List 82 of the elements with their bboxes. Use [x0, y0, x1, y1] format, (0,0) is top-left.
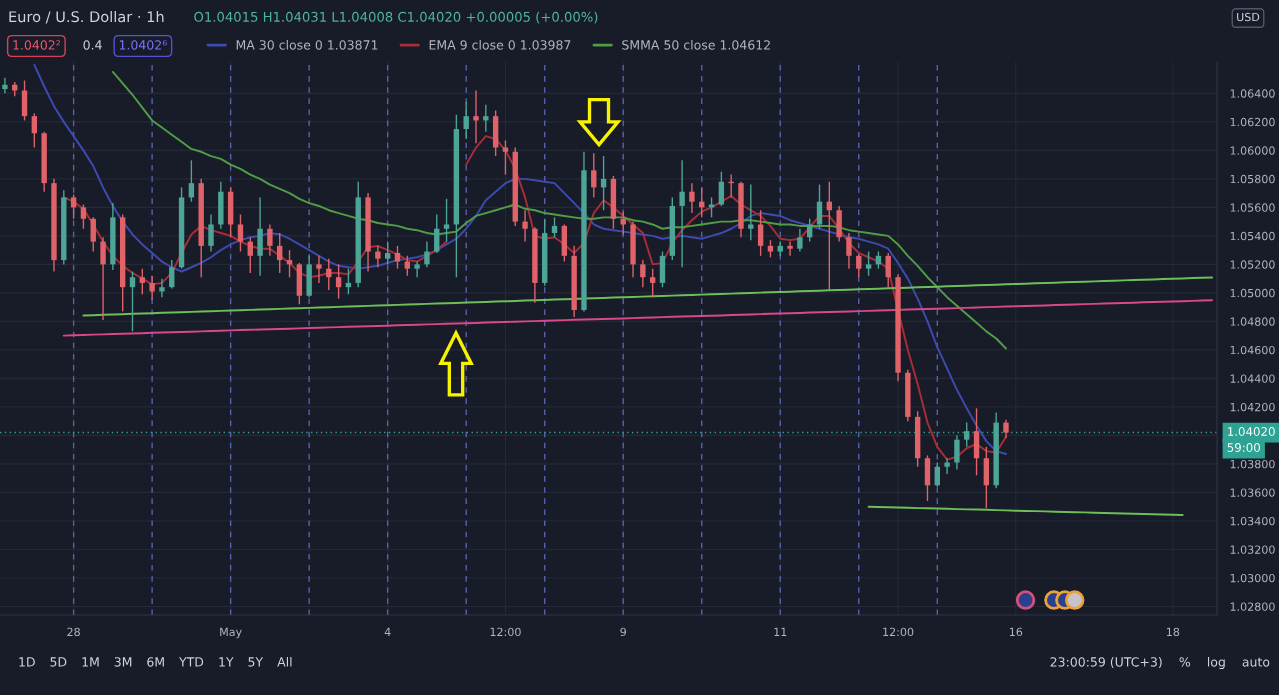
x-tick-label: 11: [774, 627, 787, 636]
x-tick-label: 18: [1166, 627, 1180, 637]
y-tick-label: 1.05200: [1230, 260, 1275, 269]
candlestick: [31, 112, 38, 149]
candlestick: [689, 182, 695, 214]
candlestick: [2, 76, 8, 95]
chart-title: Euro / U.S. Dollar · 1h: [9, 10, 164, 24]
y-tick-label: 1.06200: [1230, 117, 1275, 127]
candlestick: [954, 434, 960, 471]
x-tick-label: 16: [1009, 627, 1023, 637]
candlestick: [483, 104, 489, 133]
x-tick-label: 28: [67, 627, 80, 637]
y-tick-label: 1.05400: [1230, 231, 1275, 241]
text: 3M: [114, 657, 132, 667]
candlestick: [944, 457, 950, 475]
line-series: [62, 299, 1214, 337]
text: 1.0402²: [13, 40, 60, 50]
candlestick: [846, 232, 852, 270]
candlestick: [522, 209, 528, 243]
text: 5D: [50, 657, 67, 667]
candlestick: [591, 152, 597, 199]
y-tick-label: 1.03800: [1230, 459, 1275, 469]
x-tick-label: 9: [620, 627, 626, 637]
candlestick: [188, 159, 195, 203]
y-tick-label: 1.03200: [1230, 545, 1275, 554]
candlestick: [748, 183, 754, 241]
candlestick: [1003, 419, 1009, 439]
y-tick-label: 1.04200: [1230, 402, 1275, 412]
y-tick-label: 1.03400: [1230, 516, 1275, 526]
candlestick: [964, 421, 970, 448]
text: YTD: [178, 657, 204, 667]
legend-label: SMMA 50 close 1.04612: [622, 39, 770, 50]
text: log: [1208, 656, 1225, 670]
text: %: [1179, 657, 1191, 667]
y-tick-label: 1.04800: [1230, 317, 1275, 326]
y-tick-label: 1.05600: [1230, 203, 1275, 212]
candlestick: [885, 252, 891, 288]
text: 1.0402⁶: [119, 40, 167, 50]
text: 6M: [147, 657, 164, 667]
text: All: [277, 656, 292, 667]
text: 1D: [19, 657, 35, 667]
y-tick-label: 1.03000: [1230, 573, 1275, 583]
candlestick: [718, 171, 725, 207]
candlestick: [551, 216, 558, 239]
candlestick: [640, 259, 646, 288]
text: 0.4: [83, 40, 102, 50]
text: auto: [1242, 657, 1270, 667]
ref-line-label: 1.04020: [1228, 427, 1275, 436]
text: O1.04015 H1.04031 L1.04008 C1.04020 +0.00005 (+0.00%): [194, 11, 598, 24]
y-tick-label: 1.04400: [1230, 374, 1275, 383]
y-tick-label: 1.06000: [1230, 146, 1275, 155]
y-tick-label: 1.03600: [1230, 488, 1275, 497]
candlestick: [679, 159, 685, 268]
y-tick-label: 1.05000: [1230, 288, 1275, 298]
candlestick: [473, 89, 479, 144]
candlestick: [797, 228, 803, 253]
text: USD: [1237, 12, 1260, 22]
text: 5Y: [248, 657, 264, 667]
candlestick: [787, 240, 793, 257]
line-series: [867, 505, 1184, 517]
x-tick-label: May: [220, 627, 242, 639]
candlestick: [649, 267, 656, 298]
x-tick-label: 4: [384, 627, 391, 636]
candlestick: [807, 218, 813, 243]
y-tick-label: 1.05800: [1230, 174, 1275, 184]
candlestick: [757, 209, 764, 257]
line-series: [82, 276, 1214, 317]
y-tick-label: 1.02800: [1230, 602, 1275, 611]
text: 23:00:59 (UTC+3): [1050, 656, 1162, 669]
legend-label: MA 30 close 0 1.03871: [236, 39, 378, 50]
text: 59:00: [1227, 443, 1260, 452]
x-tick-label: 12:00: [490, 627, 521, 637]
line-series: [111, 71, 1007, 350]
x-tick-label: 12:00: [883, 627, 914, 637]
candlestick: [865, 250, 872, 277]
text: 1Y: [219, 657, 234, 667]
y-tick-label: 1.06400: [1230, 89, 1275, 98]
line-series: [33, 63, 1007, 455]
legend-label: EMA 9 close 0 1.03987: [429, 39, 571, 50]
text: 1M: [82, 657, 99, 667]
candlestick: [129, 270, 136, 333]
y-tick-label: 1.04600: [1230, 345, 1275, 355]
